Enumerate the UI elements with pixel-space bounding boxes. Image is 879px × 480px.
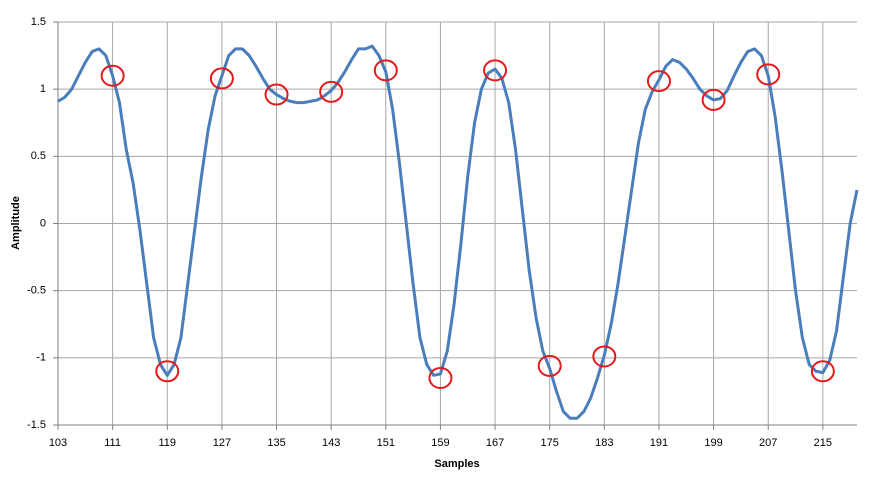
- highlight-circle: [209, 67, 234, 90]
- x-tick-label: 111: [104, 437, 121, 449]
- highlight-circle: [264, 83, 289, 106]
- y-tick-label: -0.5: [27, 285, 46, 297]
- highlight-circle: [428, 366, 453, 389]
- highlight-circle: [756, 63, 781, 86]
- x-tick-label: 159: [431, 437, 449, 449]
- x-tick-label: 127: [213, 437, 231, 449]
- highlight-circle: [537, 354, 562, 377]
- highlight-circle: [155, 360, 180, 383]
- highlight-circle: [646, 70, 671, 93]
- x-tick-label: 175: [541, 437, 559, 449]
- x-axis-label: Samples: [434, 458, 479, 470]
- x-tick-label: 135: [267, 437, 285, 449]
- y-axis-label: Amplitude: [10, 196, 22, 250]
- highlight-circle: [701, 88, 726, 111]
- y-tick-label: 0.5: [31, 150, 46, 162]
- highlight-circle: [592, 345, 617, 368]
- y-tick-label: 1.5: [31, 16, 46, 28]
- highlight-circle: [810, 360, 835, 383]
- x-tick-label: 119: [158, 437, 176, 449]
- highlight-circle: [483, 59, 508, 82]
- y-tick-label: 0: [40, 217, 46, 229]
- highlight-circle: [100, 64, 125, 87]
- x-tick-label: 215: [814, 437, 832, 449]
- x-tick-label: 207: [759, 437, 777, 449]
- x-tick-label: 191: [650, 437, 668, 449]
- highlight-circle: [319, 80, 344, 103]
- x-tick-label: 183: [595, 437, 613, 449]
- x-tick-label: 143: [322, 437, 340, 449]
- x-tick-label: 167: [486, 437, 504, 449]
- y-tick-label: -1: [36, 352, 46, 364]
- highlight-circle: [373, 59, 398, 82]
- x-tick-label: 103: [49, 437, 67, 449]
- x-tick-label: 199: [704, 437, 722, 449]
- x-tick-label: 151: [377, 437, 395, 449]
- data-line: [57, 44, 859, 420]
- y-tick-label: 1: [40, 83, 46, 95]
- y-tick-label: -1.5: [27, 419, 46, 431]
